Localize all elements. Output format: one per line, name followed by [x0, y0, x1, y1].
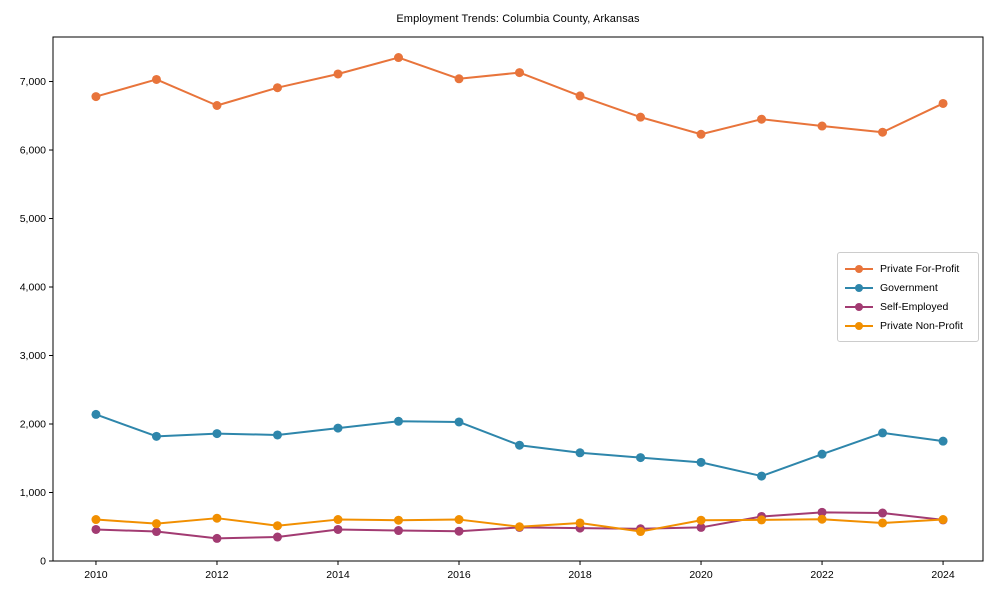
data-point-private-for-profit-2011: [151, 74, 161, 84]
legend-item-private-for-profit: Private For-Profit: [845, 259, 970, 278]
legend-label-self-employed: Self-Employed: [880, 300, 949, 313]
data-point-government-2019: [636, 453, 646, 463]
data-point-self-employed-2023: [878, 508, 888, 518]
data-point-government-2016: [454, 417, 464, 427]
data-point-self-employed-2013: [272, 532, 282, 542]
data-point-self-employed-2016: [454, 526, 464, 536]
data-point-government-2012: [212, 429, 222, 439]
y-tick-label: 7,000: [20, 76, 46, 88]
x-tick-label: 2022: [810, 569, 834, 581]
legend-dot: [855, 302, 863, 311]
data-point-private-for-profit-2019: [636, 112, 646, 122]
legend-dot: [855, 321, 863, 330]
chart-title: Employment Trends: Columbia County, Arka…: [396, 13, 640, 25]
data-point-government-2017: [515, 440, 525, 450]
data-point-government-2014: [333, 423, 343, 433]
legend: Private For-Profit Government Self-Employe…: [837, 252, 979, 342]
data-point-private-non-profit-2019: [636, 527, 646, 537]
data-point-private-non-profit-2017: [515, 522, 525, 532]
data-point-private-for-profit-2017: [515, 68, 525, 78]
data-point-private-non-profit-2018: [575, 518, 585, 528]
data-point-private-non-profit-2012: [212, 513, 222, 523]
data-point-government-2022: [817, 449, 827, 459]
x-tick-label: 2020: [689, 569, 713, 581]
data-point-self-employed-2011: [151, 527, 161, 537]
data-point-private-for-profit-2015: [393, 53, 403, 63]
data-point-self-employed-2012: [212, 533, 222, 543]
y-tick-label: 6,000: [20, 145, 46, 157]
data-point-private-for-profit-2020: [696, 129, 706, 139]
data-point-government-2018: [575, 448, 585, 458]
legend-dot: [855, 283, 863, 292]
data-point-self-employed-2015: [393, 526, 403, 536]
legend-marker-private-for-profit: [845, 264, 873, 274]
data-point-private-non-profit-2013: [272, 521, 282, 531]
data-point-private-non-profit-2020: [696, 515, 706, 525]
data-point-government-2011: [151, 431, 161, 441]
data-point-private-for-profit-2018: [575, 91, 585, 101]
legend-marker-private-non-profit: [845, 321, 873, 331]
y-tick-label: 1,000: [20, 487, 46, 499]
data-point-government-2015: [393, 416, 403, 426]
data-point-private-for-profit-2023: [878, 127, 888, 137]
legend-dot: [855, 264, 863, 273]
data-point-government-2024: [938, 436, 948, 446]
data-point-government-2010: [91, 409, 101, 419]
data-point-private-for-profit-2014: [333, 69, 343, 79]
legend-item-self-employed: Self-Employed: [845, 297, 970, 316]
y-tick-label: 5,000: [20, 213, 46, 225]
legend-marker-self-employed: [845, 302, 873, 312]
legend-label-private-for-profit: Private For-Profit: [880, 262, 960, 275]
data-point-government-2023: [878, 428, 888, 438]
data-point-private-non-profit-2015: [393, 515, 403, 525]
x-tick-label: 2016: [447, 569, 471, 581]
data-point-private-for-profit-2013: [272, 83, 282, 93]
data-point-private-non-profit-2022: [817, 514, 827, 524]
x-tick-label: 2012: [205, 569, 229, 581]
legend-marker-government: [845, 283, 873, 293]
data-point-government-2013: [272, 430, 282, 440]
y-tick-label: 2,000: [20, 419, 46, 431]
y-tick-label: 4,000: [20, 282, 46, 294]
data-point-private-non-profit-2016: [454, 515, 464, 525]
x-tick-label: 2018: [568, 569, 592, 581]
data-point-private-for-profit-2024: [938, 98, 948, 108]
data-point-self-employed-2010: [91, 524, 101, 534]
legend-label-government: Government: [880, 281, 938, 294]
x-tick-label: 2014: [326, 569, 350, 581]
data-point-self-employed-2020: [696, 522, 706, 532]
data-point-self-employed-2014: [333, 524, 343, 534]
legend-item-government: Government: [845, 278, 970, 297]
y-tick-label: 3,000: [20, 350, 46, 362]
data-point-private-non-profit-2011: [151, 519, 161, 529]
data-point-government-2021: [757, 471, 767, 481]
data-point-private-for-profit-2016: [454, 74, 464, 84]
legend-label-private-non-profit: Private Non-Profit: [880, 319, 963, 332]
data-point-private-for-profit-2022: [817, 121, 827, 131]
data-point-private-non-profit-2024: [938, 515, 948, 525]
data-point-private-for-profit-2010: [91, 92, 101, 102]
x-tick-label: 2024: [931, 569, 955, 581]
y-tick-label: 0: [40, 556, 46, 568]
data-point-government-2020: [696, 457, 706, 467]
x-tick-label: 2010: [84, 569, 108, 581]
plot-border: [52, 36, 984, 562]
data-point-private-for-profit-2021: [757, 114, 767, 124]
legend-item-private-non-profit: Private Non-Profit: [845, 316, 970, 335]
data-point-self-employed-2022: [817, 507, 827, 517]
data-point-private-non-profit-2010: [91, 515, 101, 525]
data-point-private-for-profit-2012: [212, 100, 222, 110]
data-point-private-non-profit-2021: [757, 515, 767, 525]
data-point-private-non-profit-2023: [878, 518, 888, 528]
data-point-private-non-profit-2014: [333, 515, 343, 525]
